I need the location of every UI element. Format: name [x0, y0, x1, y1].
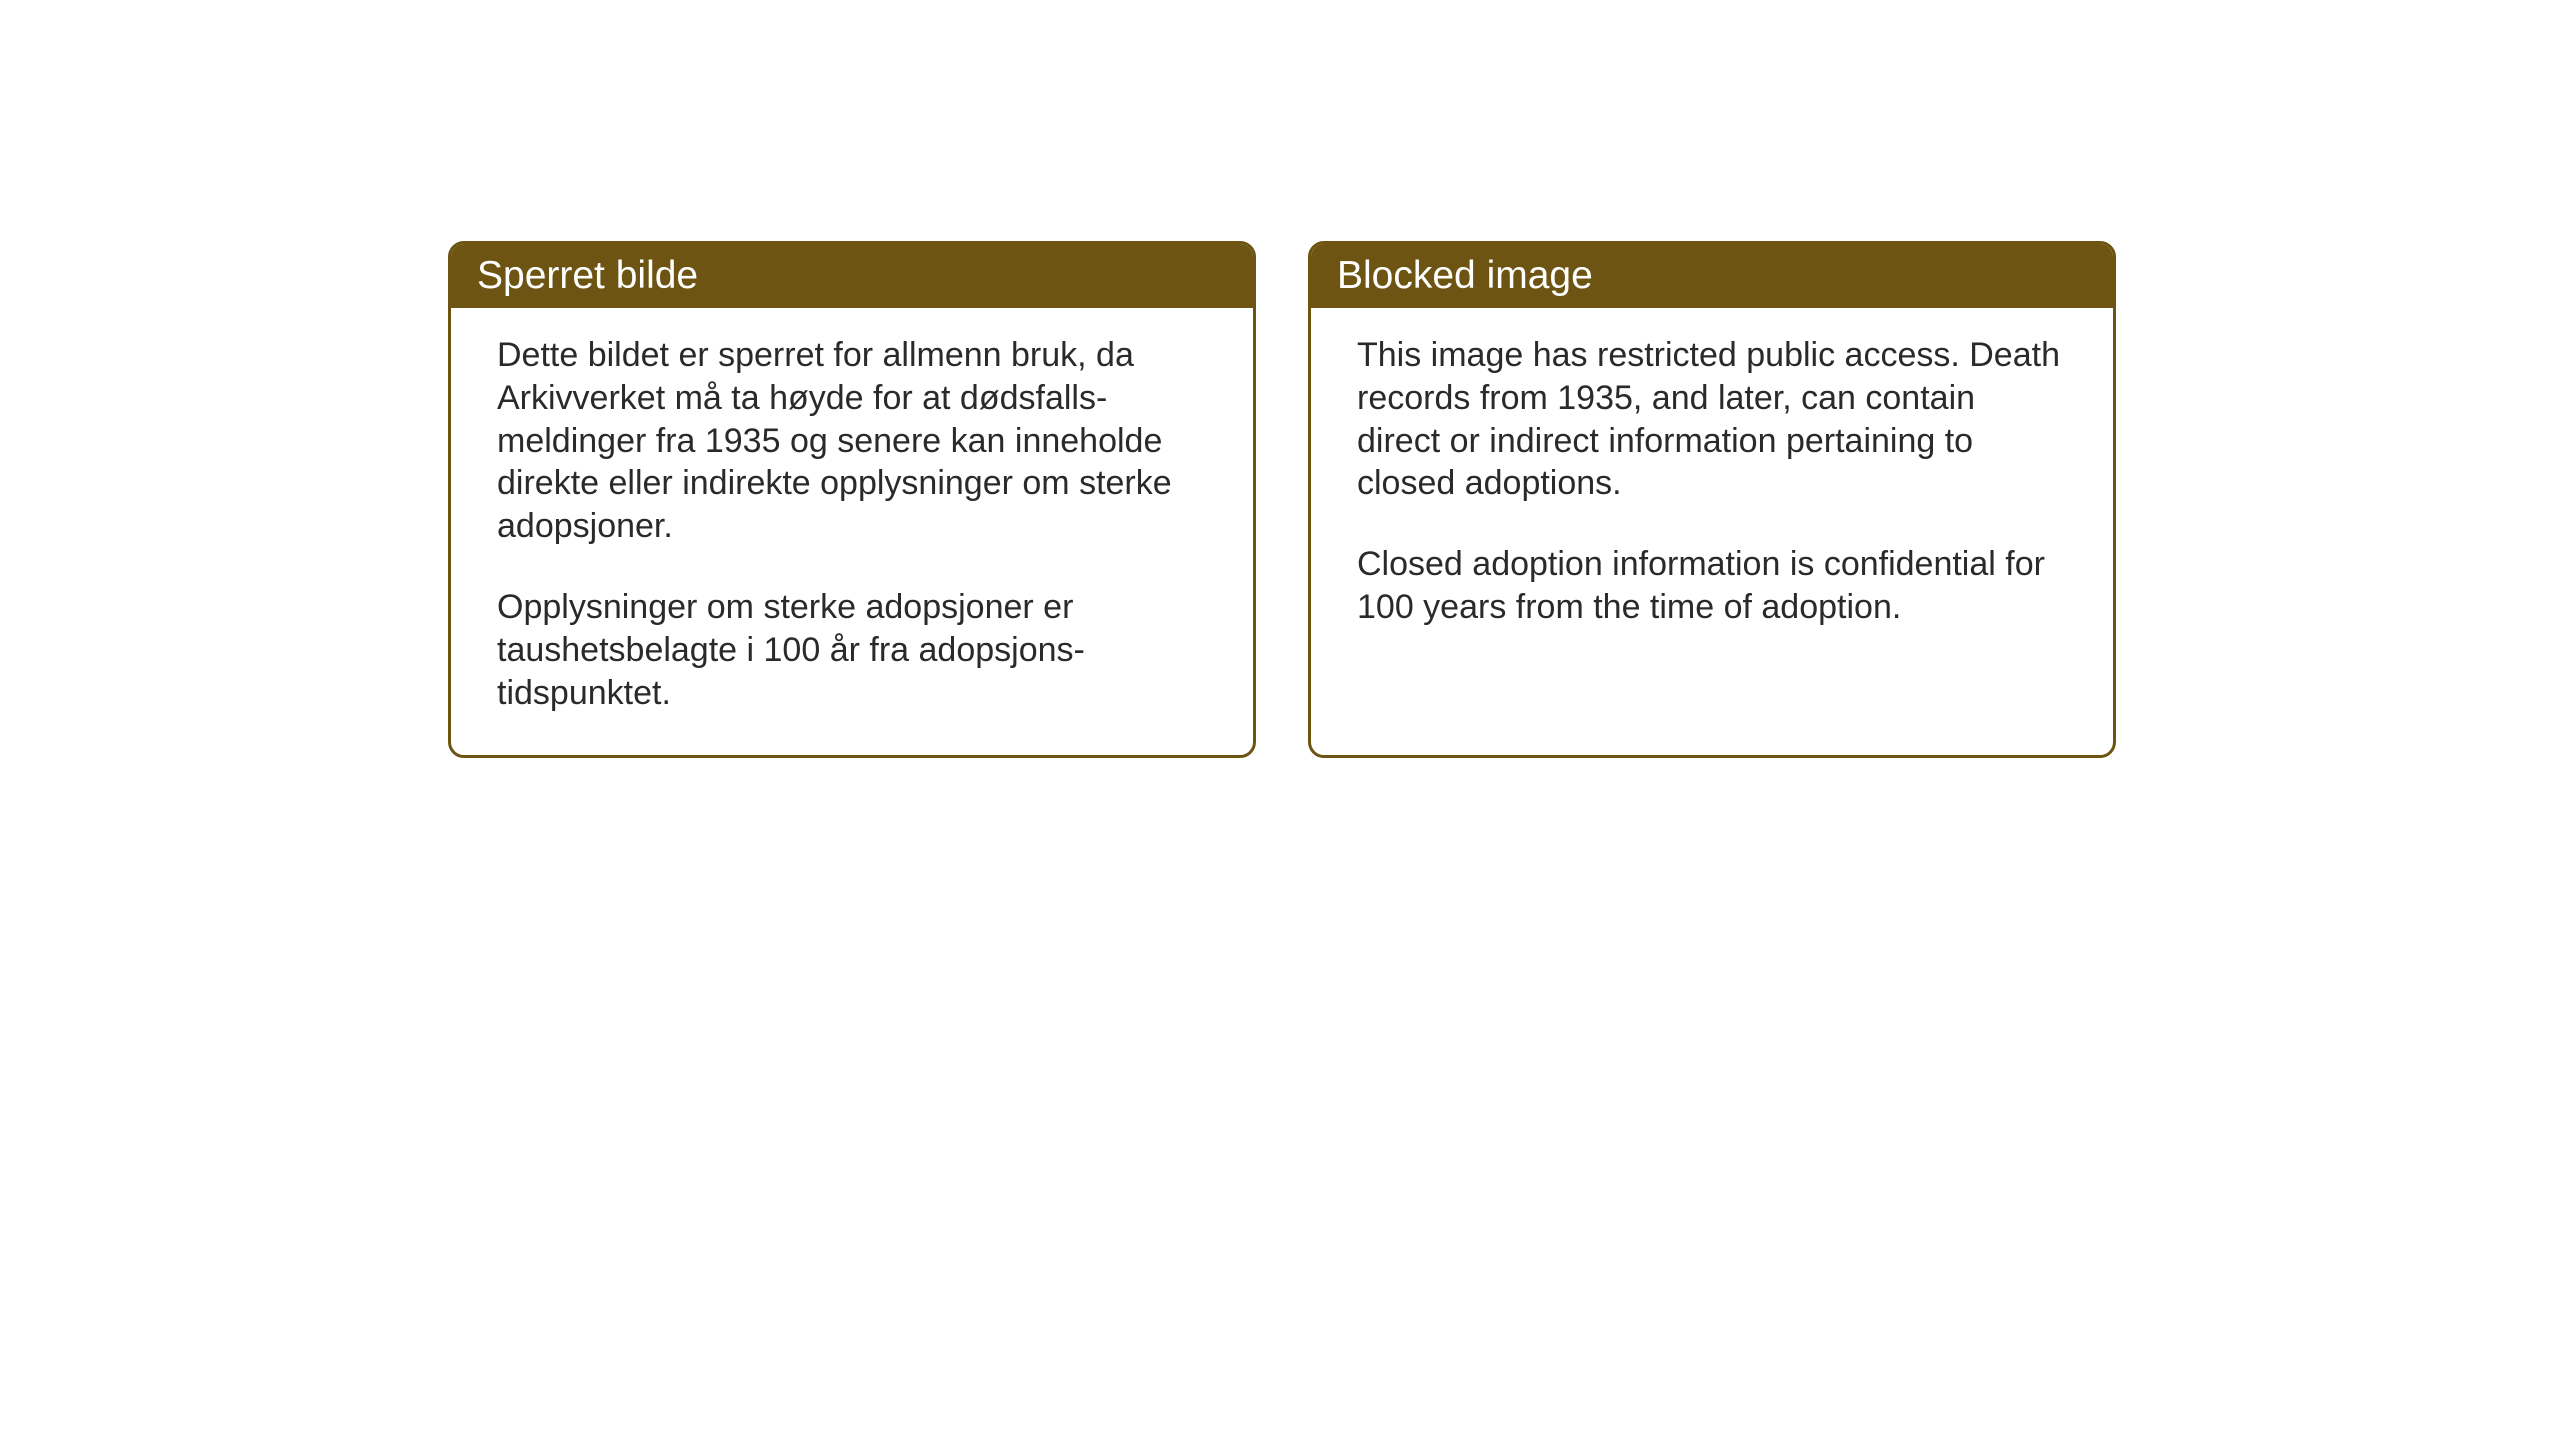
- english-card-title: Blocked image: [1311, 244, 2113, 308]
- norwegian-card-body: Dette bildet er sperret for allmenn bruk…: [451, 308, 1253, 755]
- norwegian-notice-card: Sperret bilde Dette bildet er sperret fo…: [448, 241, 1256, 758]
- notice-container: Sperret bilde Dette bildet er sperret fo…: [448, 241, 2116, 758]
- norwegian-paragraph-2: Opplysninger om sterke adopsjoner er tau…: [497, 586, 1207, 714]
- english-card-body: This image has restricted public access.…: [1311, 308, 2113, 738]
- english-paragraph-2: Closed adoption information is confident…: [1357, 543, 2067, 629]
- norwegian-card-title: Sperret bilde: [451, 244, 1253, 308]
- english-paragraph-1: This image has restricted public access.…: [1357, 334, 2067, 505]
- english-notice-card: Blocked image This image has restricted …: [1308, 241, 2116, 758]
- norwegian-paragraph-1: Dette bildet er sperret for allmenn bruk…: [497, 334, 1207, 548]
